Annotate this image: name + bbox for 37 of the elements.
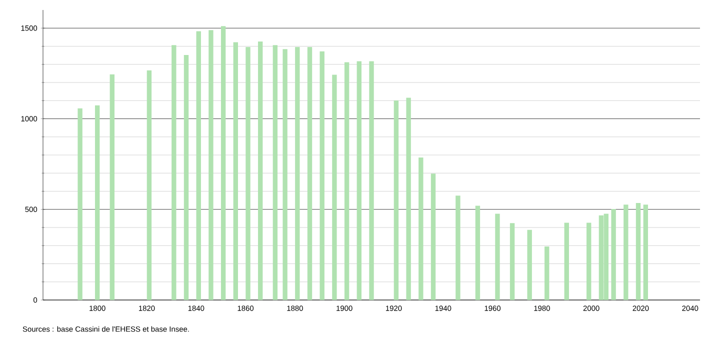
- bar: [456, 196, 460, 300]
- bar: [544, 246, 550, 300]
- bar: [332, 74, 337, 300]
- bar: [418, 158, 424, 300]
- bar: [636, 203, 641, 300]
- bar: [624, 204, 628, 300]
- bar: [586, 222, 592, 300]
- bar: [196, 31, 201, 300]
- bar: [643, 204, 648, 300]
- bar: [233, 42, 238, 300]
- bar: [495, 214, 500, 300]
- bar: [510, 223, 515, 300]
- bar: [320, 51, 324, 300]
- bar: [78, 108, 82, 300]
- bar: [258, 42, 263, 300]
- bar: [208, 30, 214, 300]
- bar: [110, 74, 115, 300]
- bar: [272, 45, 278, 300]
- bar: [527, 230, 532, 300]
- bar: [356, 61, 362, 300]
- bar: [406, 98, 411, 300]
- bar: [307, 46, 312, 300]
- bar: [184, 54, 189, 300]
- bar: [430, 174, 436, 300]
- bar: [94, 105, 100, 300]
- bar: [369, 61, 374, 300]
- bar: [611, 209, 616, 300]
- bar: [220, 26, 226, 300]
- bar: [344, 62, 350, 300]
- bar: [564, 222, 569, 300]
- bar: [475, 206, 480, 300]
- bar: [146, 70, 152, 300]
- bar: [295, 46, 300, 300]
- bar: [246, 46, 250, 300]
- bar: [282, 49, 288, 300]
- bar: [394, 100, 399, 300]
- bar: [172, 45, 176, 300]
